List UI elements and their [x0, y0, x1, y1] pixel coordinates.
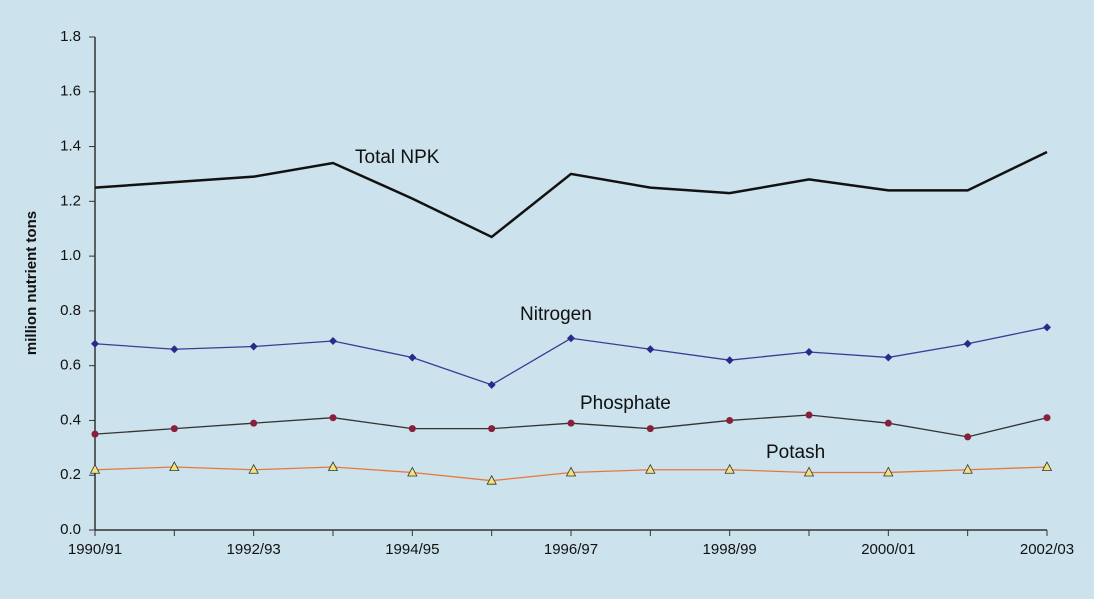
y-tick-label: 0.6: [60, 357, 81, 374]
x-tick-label: 2000/01: [861, 541, 915, 558]
point: [567, 419, 575, 427]
point: [962, 463, 973, 474]
point: [803, 466, 815, 477]
y-tick-label: 1.6: [60, 83, 81, 100]
point: [1043, 414, 1051, 422]
point: [407, 466, 418, 477]
y-tick-label: 0.8: [60, 302, 81, 319]
x-tick-label: 1996/97: [544, 541, 598, 558]
point: [565, 466, 577, 477]
point: [883, 466, 894, 477]
x-tick-label: 1998/99: [703, 541, 757, 558]
point: [248, 463, 259, 474]
point: [964, 433, 972, 441]
y-tick-label: 0.2: [60, 466, 81, 483]
y-axis-label: million nutrient tons: [23, 211, 40, 355]
point: [327, 461, 339, 471]
y-tick-label: 1.0: [60, 247, 81, 264]
point: [646, 425, 654, 433]
y-tick-label: 1.8: [60, 28, 81, 45]
point: [724, 463, 735, 474]
point: [488, 425, 496, 433]
point: [170, 345, 179, 354]
point: [91, 339, 99, 348]
series-label: Total NPK: [355, 147, 440, 168]
point: [408, 425, 416, 433]
point: [249, 342, 258, 351]
point: [963, 339, 972, 348]
point: [329, 414, 337, 422]
point: [645, 463, 656, 474]
point: [805, 347, 813, 356]
point: [884, 353, 893, 362]
point: [408, 353, 417, 362]
point: [169, 461, 180, 471]
y-tick-label: 0.4: [60, 411, 81, 428]
point: [1043, 323, 1051, 332]
y-tick-label: 0.0: [60, 521, 81, 538]
series-label: Potash: [766, 442, 825, 463]
y-tick-label: 1.4: [60, 138, 81, 155]
point: [1041, 461, 1053, 471]
point: [487, 380, 496, 389]
x-tick-label: 1992/93: [227, 541, 281, 558]
point: [329, 337, 337, 346]
series-line: [94, 150, 1048, 239]
series-label: Nitrogen: [520, 304, 592, 325]
point: [250, 419, 258, 427]
point: [725, 356, 734, 365]
x-tick-label: 1990/91: [68, 541, 122, 558]
point: [89, 463, 101, 474]
point: [726, 416, 734, 424]
y-tick-label: 1.2: [60, 192, 81, 209]
point: [567, 334, 575, 343]
point: [170, 425, 178, 433]
x-tick-label: 2002/03: [1020, 541, 1074, 558]
point: [884, 419, 892, 427]
point: [91, 430, 99, 438]
x-tick-label: 1994/95: [385, 541, 439, 558]
point: [646, 345, 655, 354]
point: [805, 411, 813, 419]
series-label: Phosphate: [580, 393, 671, 414]
point: [486, 474, 497, 485]
